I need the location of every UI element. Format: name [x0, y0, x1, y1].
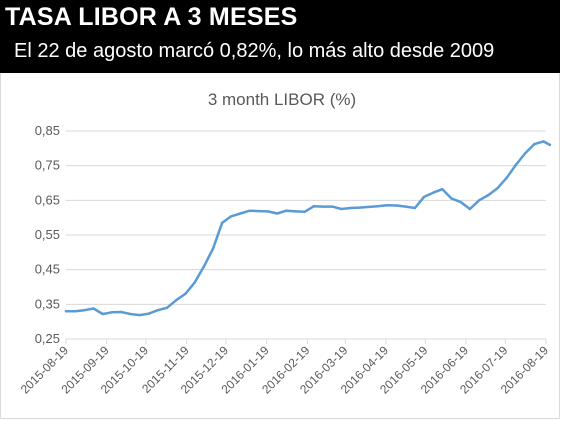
data-point — [459, 200, 462, 204]
series-layer — [64, 140, 552, 317]
data-point — [404, 205, 407, 208]
data-point — [184, 292, 187, 296]
data-point — [175, 299, 178, 302]
data-point — [193, 281, 196, 284]
data-point — [548, 143, 552, 147]
data-point — [413, 206, 417, 210]
y-tick-label: 0,35 — [35, 296, 60, 311]
data-point — [496, 187, 499, 190]
y-tick-label: 0,25 — [35, 331, 60, 346]
data-point — [303, 210, 306, 213]
data-point — [514, 163, 517, 167]
data-point — [101, 312, 104, 316]
line-chart: 3 month LIBOR (%) 0,250,350,450,550,650,… — [18, 90, 552, 397]
y-tick-label: 0,45 — [35, 262, 60, 277]
headline-banner: TASA LIBOR A 3 MESES El 22 de agosto mar… — [0, 0, 560, 73]
data-point — [156, 309, 159, 312]
data-point — [441, 188, 444, 191]
data-point — [266, 210, 270, 213]
data-point — [321, 205, 325, 208]
y-tick-label: 0,75 — [35, 158, 60, 173]
data-point — [211, 247, 215, 251]
data-point — [450, 197, 453, 200]
data-point — [432, 191, 435, 194]
data-point — [349, 206, 352, 210]
data-point — [294, 210, 297, 213]
data-point — [257, 209, 260, 213]
y-tick-label: 0,65 — [35, 192, 60, 207]
headline: TASA LIBOR A 3 MESES — [5, 3, 298, 31]
data-point — [165, 306, 169, 309]
data-point — [138, 313, 141, 317]
data-point — [220, 221, 224, 225]
data-point — [505, 176, 508, 179]
data-point — [119, 310, 123, 314]
data-point — [542, 140, 545, 143]
data-point — [477, 199, 481, 202]
data-point — [74, 310, 77, 313]
data-point — [487, 193, 490, 197]
data-point — [129, 312, 132, 316]
data-point — [110, 311, 114, 314]
data-point — [92, 307, 95, 310]
y-tick-label: 0,55 — [35, 227, 60, 242]
data-point — [312, 205, 316, 208]
data-point — [340, 207, 343, 211]
x-axis-ticks: 2015-08-192015-09-192015-10-192015-11-19… — [18, 339, 551, 397]
data-point — [83, 309, 86, 312]
data-point — [331, 205, 334, 208]
gridlines — [66, 130, 546, 340]
chart-area: 3 month LIBOR (%) 0,25 0,35 0,45 0,55 0,65 0,… — [0, 73, 560, 419]
data-point — [275, 212, 279, 215]
data-point — [468, 207, 472, 211]
data-point — [147, 312, 150, 315]
data-point — [533, 143, 536, 146]
y-axis-ticks: 0,25 0,35 0,45 0,55 0,65 0,75 0,85 — [35, 123, 60, 346]
data-point — [395, 204, 398, 207]
data-point — [202, 265, 205, 269]
data-point — [248, 209, 251, 212]
data-point — [422, 195, 426, 199]
y-tick-label: 0,85 — [35, 123, 60, 138]
data-point — [367, 205, 371, 209]
data-point — [386, 204, 389, 207]
libor-series-line — [64, 140, 552, 317]
data-point — [376, 205, 380, 208]
subheadline: El 22 de agosto marcó 0,82%, lo más alto… — [14, 40, 495, 62]
data-point — [239, 212, 242, 215]
chart-title: 3 month LIBOR (%) — [208, 90, 356, 109]
data-point — [285, 209, 288, 212]
data-point — [358, 206, 361, 209]
data-point — [523, 152, 527, 155]
data-point — [230, 215, 233, 218]
data-point — [64, 310, 68, 313]
